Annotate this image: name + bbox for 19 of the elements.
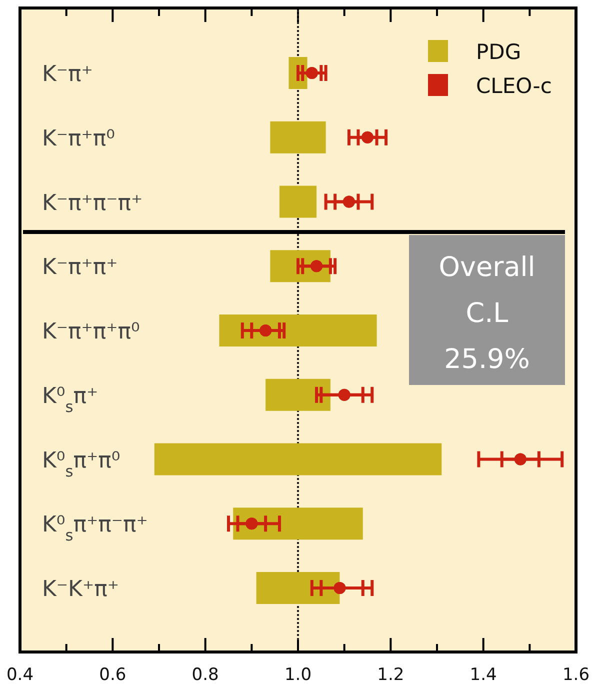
x-tick-label: 1.6 xyxy=(562,665,590,685)
legend-label: CLEO-c xyxy=(476,74,552,98)
annotation: Overall C.L 25.9% xyxy=(438,252,536,375)
y-tick-label: K⁰$_{s}$π⁺π⁻π⁺ xyxy=(42,512,148,545)
y-tick-label: K⁻π⁺ xyxy=(42,62,93,87)
legend-label: PDG xyxy=(476,40,522,64)
y-tick-label: K⁻π⁺π⁺ xyxy=(42,255,118,280)
x-tick-label: 1.4 xyxy=(470,665,497,685)
x-tick-label: 1.2 xyxy=(377,665,404,685)
y-tick-label: K⁰$_{s}$π⁺ xyxy=(42,384,98,416)
y-tick-label: K⁻π⁺π⁻π⁺ xyxy=(42,190,143,216)
y-tick-label: K⁻K⁺π⁺ xyxy=(42,577,119,602)
y-tick-label: K⁻π⁺π⁺π⁰ xyxy=(42,320,140,344)
x-tick-label: 0.8 xyxy=(192,665,219,685)
x-tick-label: 0.6 xyxy=(99,665,126,685)
y-tick-label: K⁰$_{s}$π⁺π⁰ xyxy=(42,448,120,480)
y-tick-label: K⁻π⁺π⁰ xyxy=(42,126,116,152)
x-tick-label: 0.4 xyxy=(6,665,34,685)
text: 1.0 xyxy=(284,665,312,685)
